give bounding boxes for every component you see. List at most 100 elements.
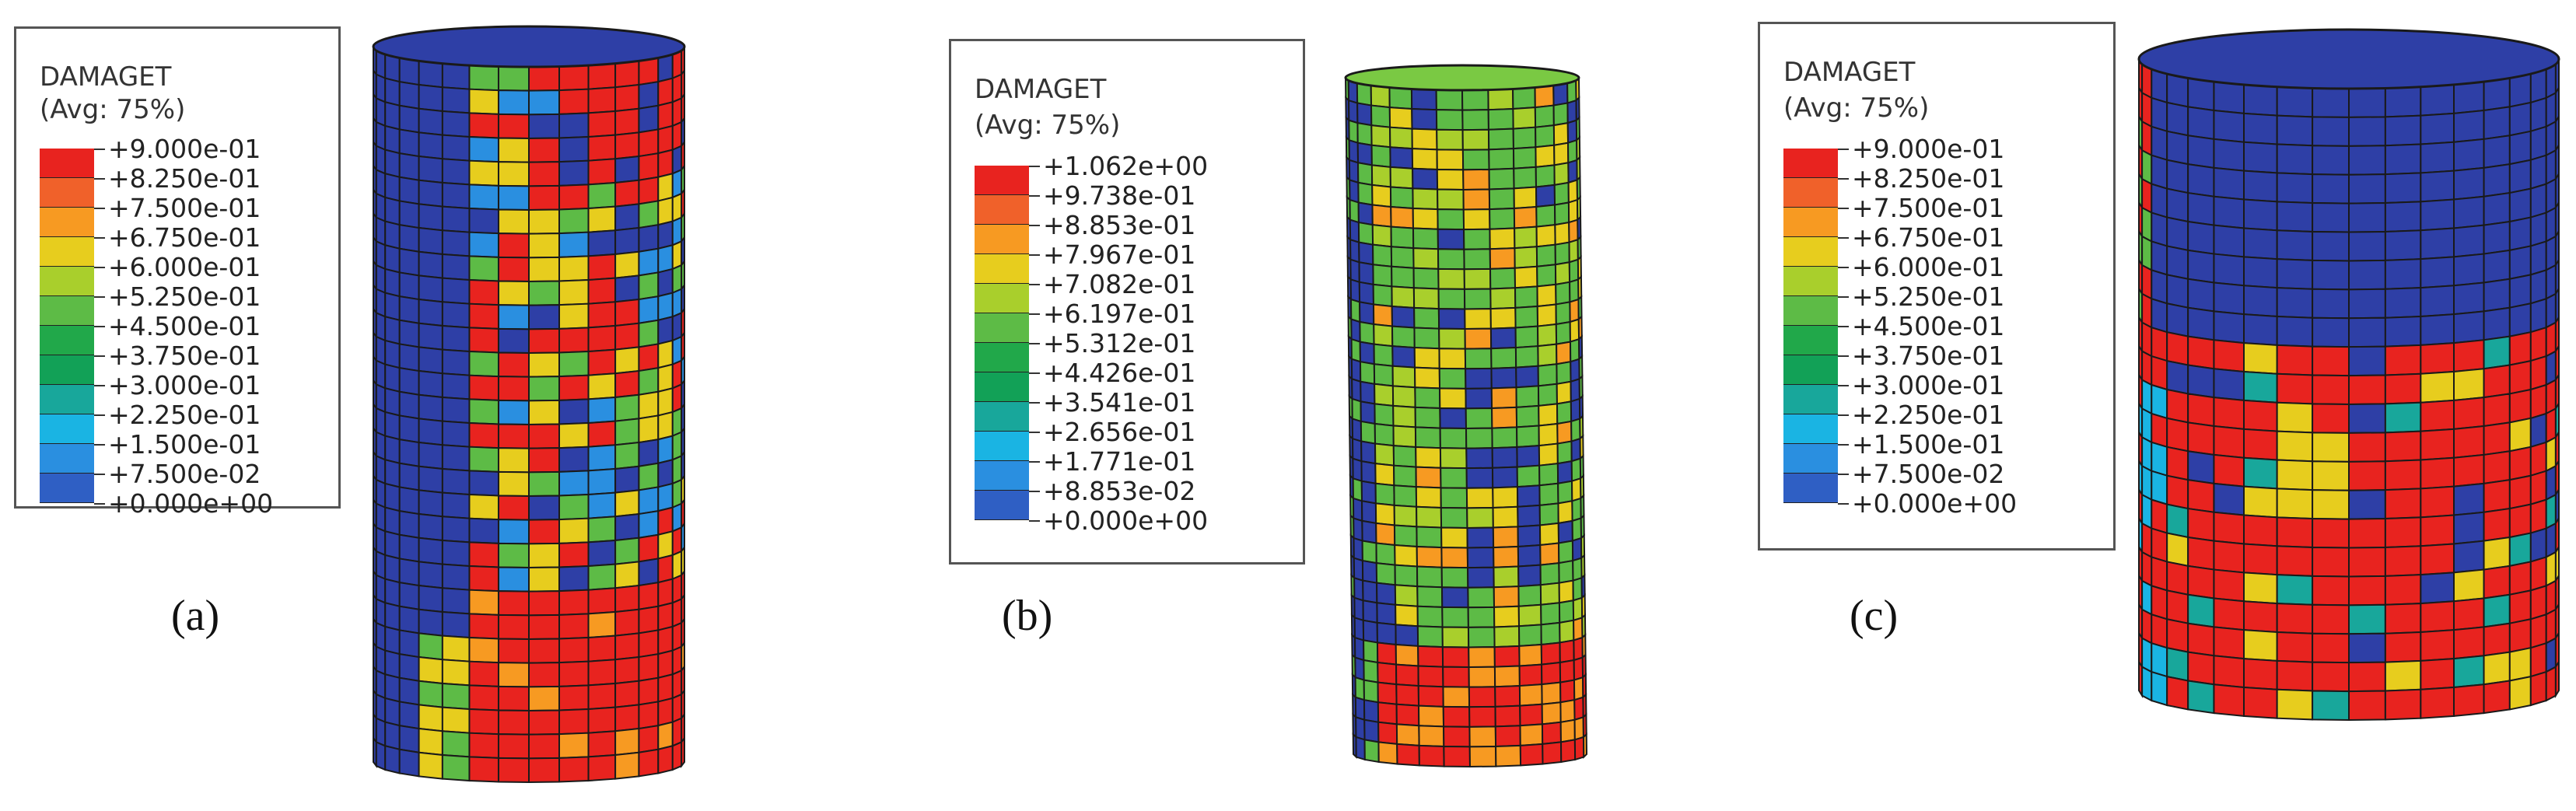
legend-swatch — [1783, 355, 1838, 385]
legend-value-label: +1.062e+00 — [1043, 151, 1209, 181]
legend-c: DAMAGET (Avg: 75%) +9.000e-01 +8.250e-01 +… — [1758, 22, 2116, 551]
legend-subtitle: (Avg: 75%) — [1783, 93, 1930, 124]
legend-swatch — [975, 343, 1029, 372]
legend-tick — [1838, 237, 1849, 239]
legend-swatch — [40, 355, 94, 385]
legend-colorbar — [40, 149, 94, 503]
legend-value-label: +4.500e-01 — [1852, 311, 2005, 341]
legend-value-label: +3.750e-01 — [1852, 341, 2005, 371]
legend-value-label: +8.853e-02 — [1043, 476, 1196, 506]
legend-value-label: +3.541e-01 — [1043, 387, 1196, 418]
legend-value-label: +5.250e-01 — [108, 281, 261, 312]
legend-value-label: +9.000e-01 — [108, 134, 261, 164]
legend-value-label: +6.000e-01 — [1852, 252, 2005, 282]
legend-value-label: +8.853e-01 — [1043, 210, 1196, 240]
legend-subtitle: (Avg: 75%) — [975, 110, 1121, 141]
legend-swatch — [40, 296, 94, 326]
legend-swatch — [40, 474, 94, 503]
legend-swatch — [40, 149, 94, 178]
legend-value-label: +0.000e+00 — [1852, 488, 2018, 519]
legend-tick — [1029, 284, 1040, 285]
legend-value-label: +4.426e-01 — [1043, 358, 1196, 388]
legend-tick — [94, 267, 105, 268]
legend-swatch — [975, 313, 1029, 343]
legend-value-label: +8.250e-01 — [1852, 163, 2005, 194]
legend-value-label: +6.197e-01 — [1043, 299, 1196, 329]
legend-value-label: +2.250e-01 — [1852, 400, 2005, 430]
legend-tick — [1838, 326, 1849, 327]
legend-value-label: +7.500e-01 — [108, 193, 261, 223]
legend-tick — [1029, 166, 1040, 167]
legend-tick — [1029, 254, 1040, 256]
legend-swatch — [1783, 385, 1838, 414]
legend-swatch — [975, 284, 1029, 313]
legend-b: DAMAGET (Avg: 75%) +1.062e+00 +9.738e-01 +… — [949, 39, 1305, 565]
legend-value-label: +5.312e-01 — [1043, 328, 1196, 358]
legend-tick — [1029, 225, 1040, 226]
legend-swatch — [40, 414, 94, 444]
legend-title: DAMAGET — [1783, 57, 1916, 88]
legend-tick — [1838, 414, 1849, 416]
legend-subtitle: (Avg: 75%) — [40, 94, 186, 125]
legend-value-label: +9.738e-01 — [1043, 180, 1196, 211]
legend-tick — [1029, 343, 1040, 344]
legend-tick — [94, 237, 105, 239]
legend-tick — [94, 414, 105, 416]
legend-swatch — [1783, 178, 1838, 208]
legend-value-label: +0.000e+00 — [108, 488, 274, 519]
legend-value-label: +7.500e-02 — [1852, 459, 2005, 489]
legend-tick — [1029, 520, 1040, 522]
cylinder-b — [1344, 64, 1588, 768]
legend-tick — [94, 355, 105, 357]
legend-tick — [1029, 195, 1040, 197]
legend-value-label: +1.771e-01 — [1043, 446, 1196, 477]
legend-colorbar — [975, 166, 1029, 520]
legend-tick — [1838, 296, 1849, 298]
legend-tick — [1029, 372, 1040, 374]
legend-swatch — [975, 166, 1029, 195]
legend-value-label: +4.500e-01 — [108, 311, 261, 341]
legend-value-label: +0.000e+00 — [1043, 505, 1209, 536]
legend-tick — [1838, 267, 1849, 268]
legend-swatch — [40, 178, 94, 208]
legend-swatch — [40, 385, 94, 414]
legend-value-label: +6.000e-01 — [108, 252, 261, 282]
legend-swatch — [975, 372, 1029, 402]
legend-tick — [94, 178, 105, 180]
legend-value-label: +6.750e-01 — [1852, 222, 2005, 253]
legend-swatch — [975, 225, 1029, 254]
legend-tick — [94, 326, 105, 327]
legend-swatch — [1783, 326, 1838, 355]
legend-tick — [1838, 444, 1849, 446]
legend-value-label: +1.500e-01 — [108, 429, 261, 460]
legend-tick — [94, 149, 105, 150]
panel-b: DAMAGET (Avg: 75%) +1.062e+00 +9.738e-01 +… — [840, 0, 1680, 811]
legend-swatch — [1783, 296, 1838, 326]
legend-tick — [1029, 432, 1040, 433]
legend-tick — [1029, 491, 1040, 492]
legend-value-label: +7.967e-01 — [1043, 239, 1196, 270]
legend-tick — [1838, 178, 1849, 180]
legend-value-label: +3.000e-01 — [108, 370, 261, 400]
legend-swatch — [975, 461, 1029, 491]
legend-swatch — [40, 444, 94, 474]
legend-swatch — [40, 267, 94, 296]
legend-swatch — [1783, 237, 1838, 267]
caption-b: (b) — [1002, 592, 1053, 640]
panel-a: DAMAGET (Avg: 75%) +9.000e-01 +8.250e-01 +… — [0, 0, 840, 811]
legend-value-label: +7.500e-02 — [108, 459, 261, 489]
legend-value-label: +6.750e-01 — [108, 222, 261, 253]
legend-title: DAMAGET — [975, 74, 1107, 105]
legend-swatch — [1783, 444, 1838, 474]
legend-tick — [94, 444, 105, 446]
panel-c: DAMAGET (Avg: 75%) +9.000e-01 +8.250e-01 +… — [1680, 0, 2576, 811]
legend-value-label: +8.250e-01 — [108, 163, 261, 194]
legend-swatch — [975, 491, 1029, 520]
legend-swatch — [975, 195, 1029, 225]
legend-value-label: +3.000e-01 — [1852, 370, 2005, 400]
legend-tick — [1029, 461, 1040, 463]
legend-swatch — [975, 254, 1029, 284]
legend-swatch — [1783, 474, 1838, 503]
legend-swatch — [975, 402, 1029, 432]
caption-c: (c) — [1850, 592, 1899, 640]
